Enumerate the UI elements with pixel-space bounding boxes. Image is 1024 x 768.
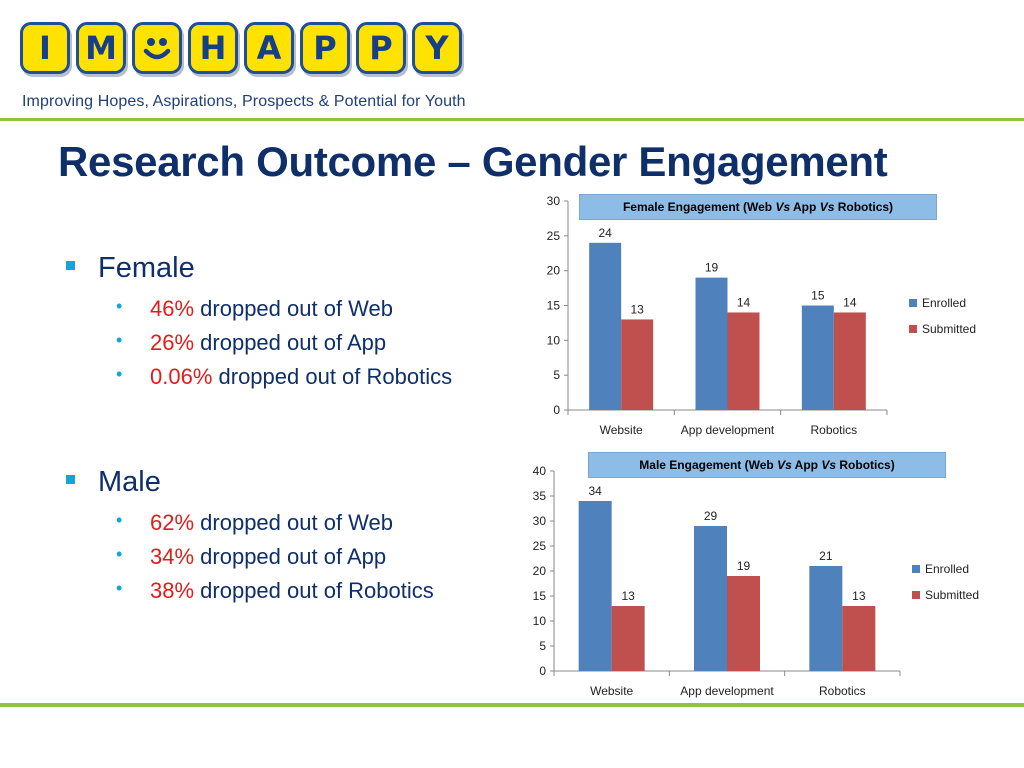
female-chart-title: Female Engagement (Web Vs App Vs Robotic… — [579, 194, 937, 220]
male-legend-swatch-enrolled — [912, 565, 920, 573]
male-y-tick-label: 20 — [533, 564, 547, 578]
female-chart-plot: 0 5 10 15 20 25 30 Website 24 13 App development 19… — [547, 194, 976, 437]
slide-title: Research Outcome – Gender Engagement — [58, 138, 888, 185]
female-data-label: 24 — [598, 226, 612, 240]
dot-bullet-icon: • — [116, 296, 123, 316]
male-robotics-pct: 38% — [150, 578, 195, 603]
logo-letter-p1: P — [300, 22, 350, 74]
smiley-icon — [132, 22, 182, 74]
logo-letter-m: M — [76, 22, 126, 74]
female-bar-submitted — [621, 319, 654, 410]
male-data-label: 13 — [621, 589, 635, 603]
male-y-tick-label: 35 — [533, 489, 547, 503]
male-y-tick-label: 40 — [533, 464, 547, 478]
female-legend-swatch-submitted — [909, 325, 917, 333]
male-y-tick-label: 5 — [539, 639, 546, 653]
female-category-label: Robotics — [810, 423, 857, 437]
female-legend-label: Submitted — [922, 322, 976, 336]
male-engagement-chart: Male Engagement (Web Vs App Vs Robotics)… — [505, 448, 995, 704]
female-data-label: 13 — [630, 302, 644, 316]
dot-bullet-icon: • — [116, 544, 123, 564]
dot-bullet-icon: • — [116, 364, 123, 384]
male-legend-swatch-submitted — [912, 591, 920, 599]
male-data-label: 13 — [852, 589, 866, 603]
female-category-label: Website — [600, 423, 643, 437]
female-app-text: dropped out of App — [194, 330, 387, 355]
male-web-pct: 62% — [150, 510, 195, 535]
female-y-tick-label: 0 — [553, 403, 560, 417]
male-data-label: 29 — [704, 509, 718, 523]
male-bar-enrolled — [694, 526, 727, 671]
male-y-tick-label: 15 — [533, 589, 547, 603]
male-chart-plot: 0 5 10 15 20 25 30 35 40 Website 34 13 App developme… — [533, 464, 979, 698]
male-category-label: Robotics — [819, 684, 866, 698]
female-data-label: 15 — [811, 289, 825, 303]
female-legend-swatch-enrolled — [909, 299, 917, 307]
female-app-pct: 26% — [150, 330, 195, 355]
male-robotics-text: dropped out of Robotics — [194, 578, 434, 603]
female-y-tick-label: 30 — [547, 194, 561, 208]
female-robotics-pct: 0.06% — [150, 364, 213, 389]
male-data-label: 34 — [588, 484, 602, 498]
logo-letter-i: I — [20, 22, 70, 74]
female-web-text: dropped out of Web — [194, 296, 394, 321]
male-y-tick-label: 25 — [533, 539, 547, 553]
male-bar-submitted — [727, 576, 760, 671]
male-chart-title: Male Engagement (Web Vs App Vs Robotics) — [588, 452, 946, 478]
logo-letter-h: H — [188, 22, 238, 74]
male-bar-submitted — [842, 606, 876, 671]
male-legend-label: Submitted — [925, 588, 979, 602]
square-bullet-icon — [66, 261, 75, 270]
male-data-label: 19 — [737, 559, 751, 573]
male-y-tick-label: 0 — [539, 664, 546, 678]
female-y-tick-label: 10 — [547, 333, 561, 347]
female-bar-enrolled — [695, 277, 728, 410]
logo-letter-p2: P — [356, 22, 406, 74]
male-app-pct: 34% — [150, 544, 195, 569]
female-robotics-text: dropped out of Robotics — [212, 364, 453, 389]
female-y-tick-label: 15 — [547, 299, 561, 313]
female-engagement-chart: Female Engagement (Web Vs App Vs Robotic… — [505, 190, 995, 440]
male-web-text: dropped out of Web — [194, 510, 394, 535]
female-legend-label: Enrolled — [922, 296, 966, 310]
male-data-label: 21 — [819, 549, 833, 563]
male-category-label: Website — [590, 684, 633, 698]
female-bar-submitted — [833, 312, 866, 410]
female-data-label: 19 — [705, 261, 719, 275]
male-legend-label: Enrolled — [925, 562, 969, 576]
logo-letter-a: A — [244, 22, 294, 74]
male-label: Male — [98, 466, 161, 498]
female-y-tick-label: 5 — [553, 368, 560, 382]
tagline: Improving Hopes, Aspirations, Prospects … — [22, 93, 466, 110]
female-bar-submitted — [727, 312, 760, 410]
female-data-label: 14 — [737, 295, 751, 309]
male-bar-enrolled — [578, 501, 612, 671]
male-bar-enrolled — [809, 566, 843, 671]
square-bullet-icon — [66, 475, 75, 484]
dot-bullet-icon: • — [116, 578, 123, 598]
male-bar-submitted — [611, 606, 645, 671]
male-category-label: App development — [680, 684, 774, 698]
female-y-tick-label: 20 — [547, 264, 561, 278]
header-divider — [0, 118, 1024, 121]
female-bar-enrolled — [801, 305, 834, 410]
male-y-tick-label: 30 — [533, 514, 547, 528]
male-y-tick-label: 10 — [533, 614, 547, 628]
footer-divider — [0, 703, 1024, 707]
logo-letter-y: Y — [412, 22, 462, 74]
female-web-pct: 46% — [150, 296, 195, 321]
dot-bullet-icon: • — [116, 510, 123, 530]
female-y-tick-label: 25 — [547, 229, 561, 243]
female-data-label: 14 — [843, 295, 857, 309]
female-bar-enrolled — [589, 242, 622, 410]
male-app-text: dropped out of App — [194, 544, 387, 569]
dot-bullet-icon: • — [116, 330, 123, 350]
female-category-label: App development — [681, 423, 775, 437]
female-label: Female — [98, 252, 195, 284]
